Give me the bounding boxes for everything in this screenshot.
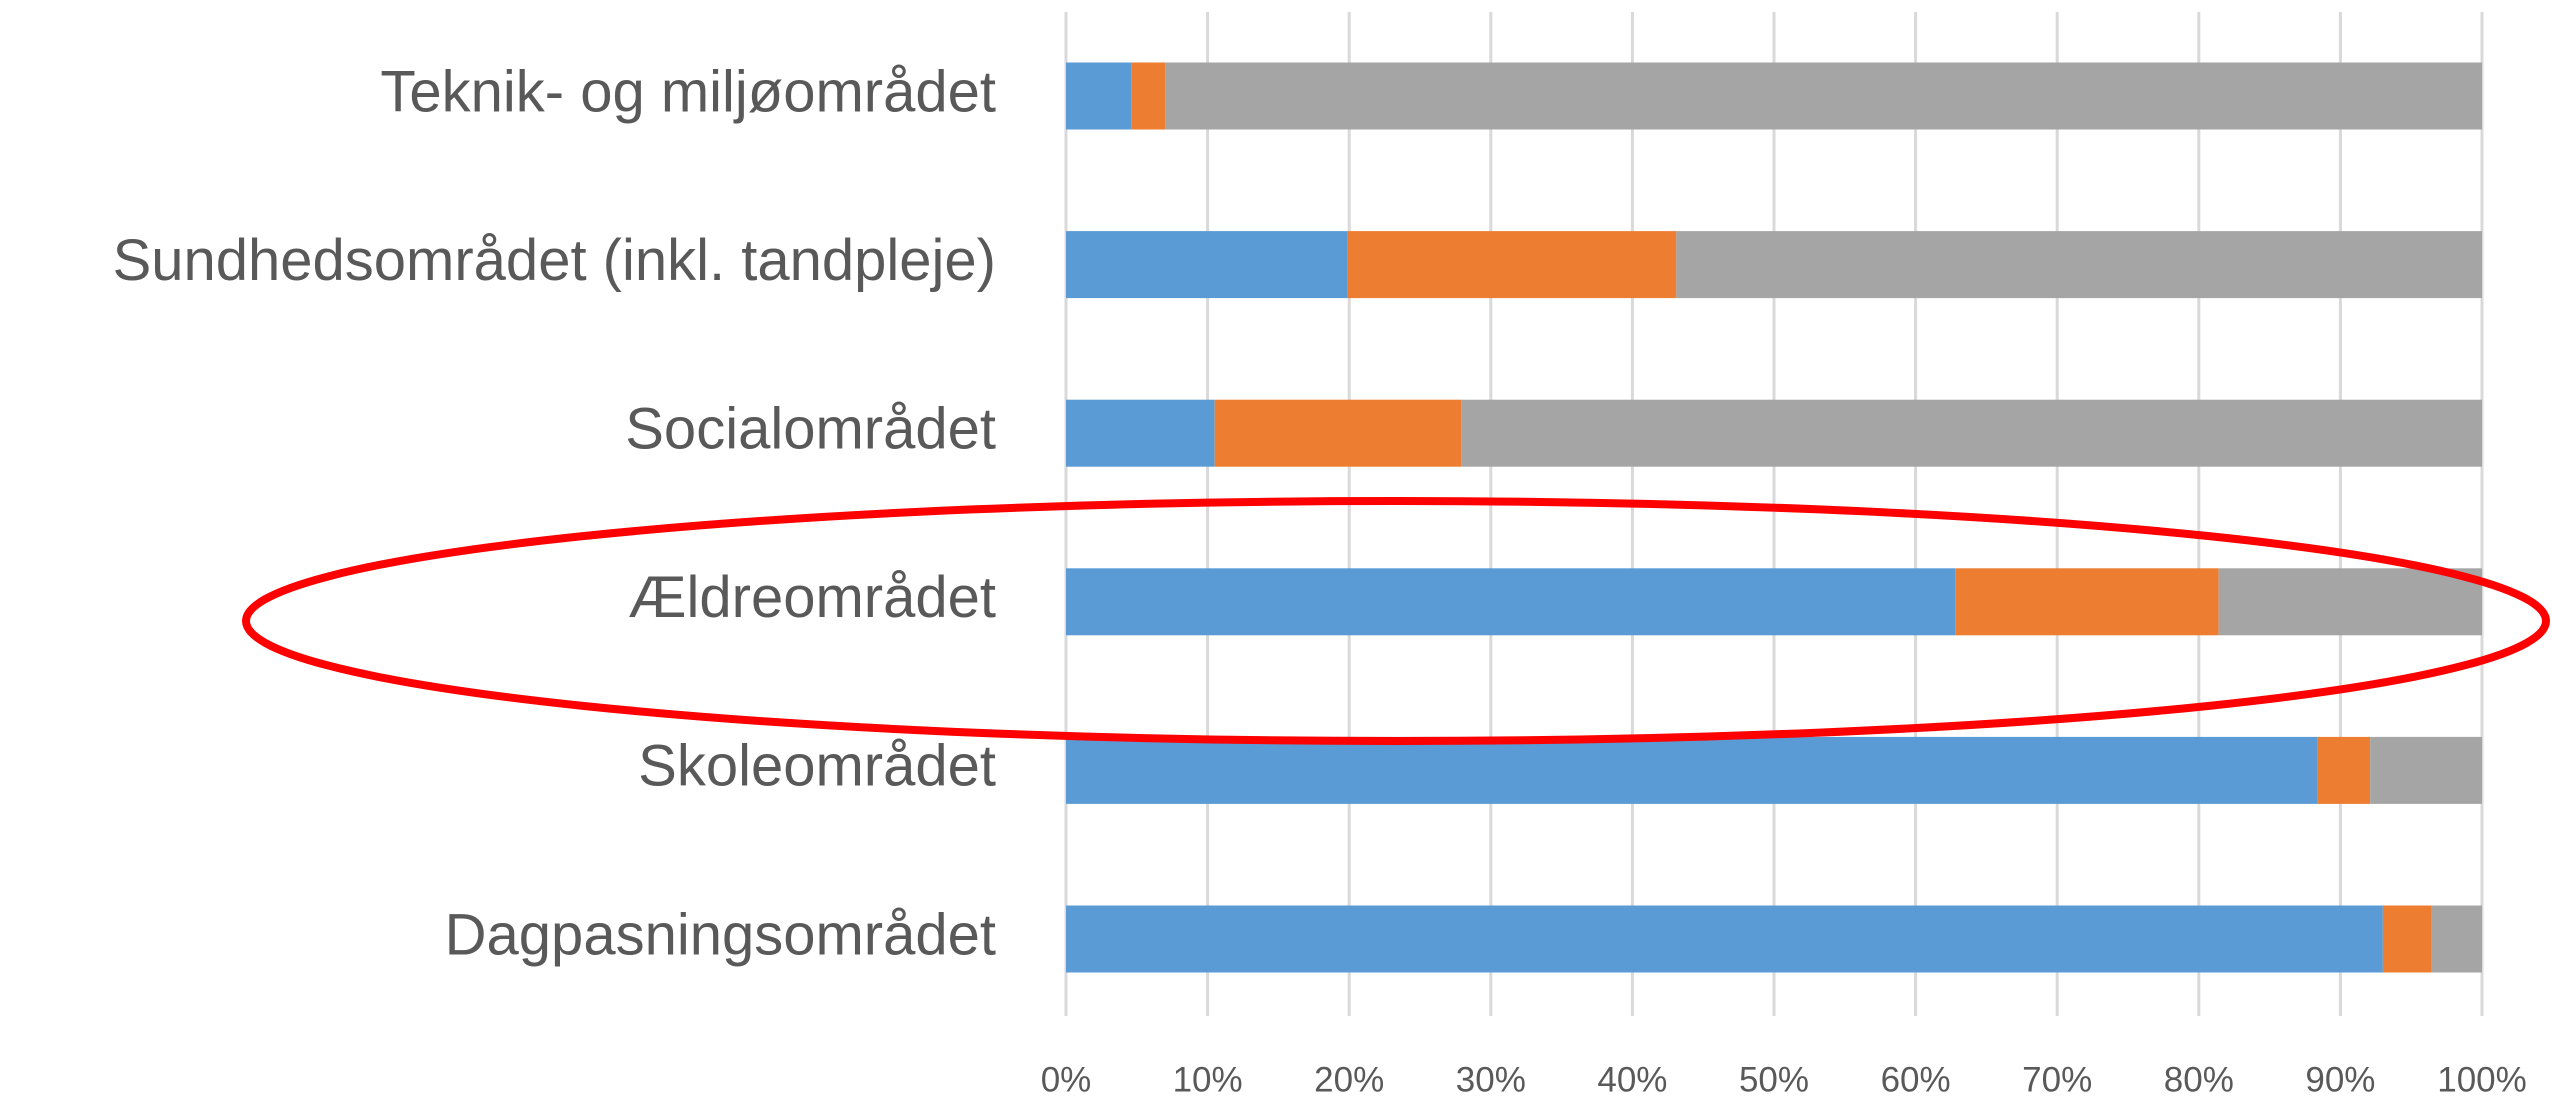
x-tick-label: 60% (1881, 1060, 1951, 1099)
bar-segment (1676, 231, 2482, 299)
bar-segment (1214, 399, 1462, 467)
bar-segment (1131, 62, 1166, 130)
y-tick-label: Socialområdet (625, 397, 996, 462)
bar-segment (1066, 905, 2383, 973)
bar-segment (1066, 62, 1132, 130)
bar-segment (1461, 399, 2482, 467)
bar-segment (1066, 399, 1215, 467)
bar-segment (1066, 736, 2318, 804)
bar-segment (2382, 905, 2432, 973)
y-tick-label: Ældreområdet (629, 565, 996, 630)
x-tick-label: 0% (1041, 1060, 1092, 1099)
bar-segment (1347, 231, 1677, 299)
x-tick-label: 70% (2022, 1060, 2092, 1099)
y-tick-label: Skoleområdet (638, 734, 996, 799)
bar-segment (1066, 568, 1956, 636)
x-tick-label: 80% (2164, 1060, 2234, 1099)
bar-segment (1955, 568, 2219, 636)
x-tick-label: 40% (1597, 1060, 1667, 1099)
labels: 0% 10% 20% 30% 40% 50% 60% 70% 80% 90% 100% Teknik-… (113, 59, 2527, 1099)
y-tick-label: Dagpasningsområdet (445, 902, 996, 967)
x-tick-label: 50% (1739, 1060, 1809, 1099)
y-tick-label: Teknik- og miljøområdet (380, 59, 996, 124)
bar-segment (1165, 62, 2482, 130)
grid (1064, 12, 2484, 1016)
x-tick-label: 20% (1314, 1060, 1384, 1099)
x-tick-label: 100% (2437, 1060, 2527, 1099)
bar-segment (2218, 568, 2482, 636)
y-tick-label: Sundhedsområdet (inkl. tandpleje) (113, 228, 996, 293)
bar-segment (1066, 231, 1348, 299)
highlight-ellipse (242, 497, 2550, 745)
bars (1066, 62, 2482, 973)
x-tick-label: 10% (1173, 1060, 1243, 1099)
bar-segment (2370, 736, 2482, 804)
bar-segment (2317, 736, 2371, 804)
x-tick-label: 30% (1456, 1060, 1526, 1099)
bar-segment (2431, 905, 2482, 973)
x-tick-label: 90% (2305, 1060, 2375, 1099)
